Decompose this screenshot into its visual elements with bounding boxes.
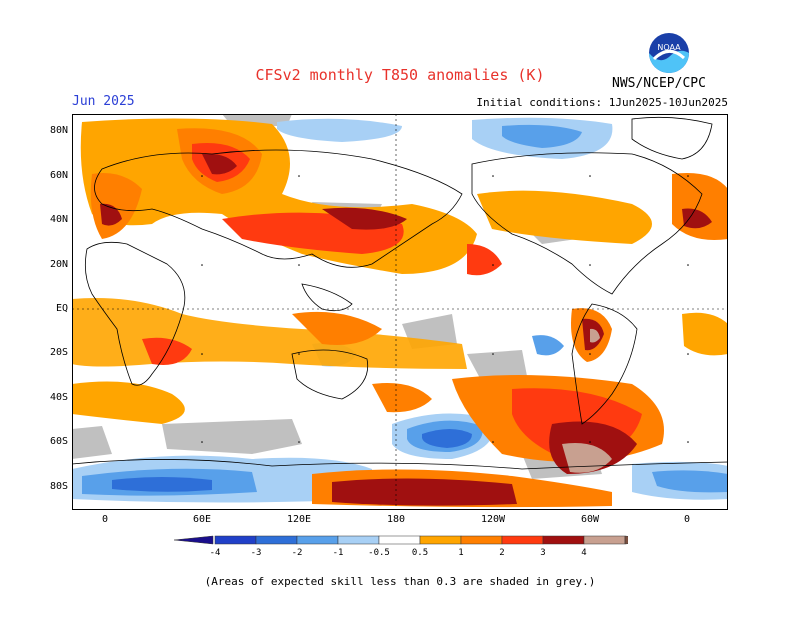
colorbar-label: -0.5 <box>368 548 390 558</box>
lat-tick: 60N <box>49 170 68 181</box>
lon-tick: 120E <box>286 514 312 525</box>
colorbar-label: 0.5 <box>411 548 429 558</box>
coastlines <box>72 116 728 470</box>
cold-anomalies <box>72 117 728 503</box>
colorbar-cell <box>419 535 462 545</box>
lat-tick: 20S <box>49 347 68 358</box>
lat-tick: 40N <box>49 214 68 225</box>
noaa-logo: NOAA <box>649 33 689 73</box>
lat-tick: 40S <box>49 392 68 403</box>
colorbar-cell <box>542 535 585 545</box>
colorbar-label: -4 <box>209 548 221 558</box>
lon-tick: 60W <box>580 514 600 525</box>
agency-label: NWS/NCEP/CPC <box>612 76 706 91</box>
lon-tick: 60E <box>192 514 212 525</box>
colorbar <box>173 535 628 545</box>
colorbar-cell <box>378 535 421 545</box>
lat-tick: 80N <box>49 125 68 136</box>
colorbar-label: 1 <box>458 548 464 558</box>
valid-month: Jun 2025 <box>72 94 135 109</box>
colorbar-cell <box>214 535 257 545</box>
lat-tick: EQ <box>55 303 68 314</box>
colorbar-cell <box>583 535 626 545</box>
colorbar-cell <box>255 535 298 545</box>
colorbar-cell <box>624 535 628 545</box>
lon-tick: 0 <box>101 514 109 525</box>
colorbar-cell <box>296 535 339 545</box>
footnote: (Areas of expected skill less than 0.3 a… <box>204 575 596 588</box>
map-title: CFSv2 monthly T850 anomalies (K) <box>255 66 545 84</box>
colorbar-label: -2 <box>291 548 303 558</box>
colorbar-label: 3 <box>540 548 546 558</box>
colorbar-label: -1 <box>332 548 344 558</box>
lon-tick: 0 <box>683 514 691 525</box>
lat-tick: 60S <box>49 436 68 447</box>
noaa-logo-text: NOAA <box>657 43 681 52</box>
colorbar-cell <box>173 535 214 545</box>
colorbar-cell <box>460 535 503 545</box>
lon-tick: 120W <box>480 514 506 525</box>
colorbar-label: -3 <box>250 548 262 558</box>
graticule <box>72 114 728 510</box>
colorbar-label: 2 <box>499 548 505 558</box>
anomaly-map <box>72 114 728 510</box>
lon-tick: 180 <box>386 514 406 525</box>
colorbar-cell <box>337 535 380 545</box>
map-frame <box>72 114 728 510</box>
colorbar-cell <box>501 535 544 545</box>
graticule-points <box>201 175 689 443</box>
colorbar-label: 4 <box>581 548 587 558</box>
initial-conditions: Initial conditions: 1Jun2025-10Jun2025 <box>476 96 728 109</box>
lat-tick: 80S <box>49 481 68 492</box>
lat-tick: 20N <box>49 259 68 270</box>
warm-anomalies <box>72 118 728 508</box>
